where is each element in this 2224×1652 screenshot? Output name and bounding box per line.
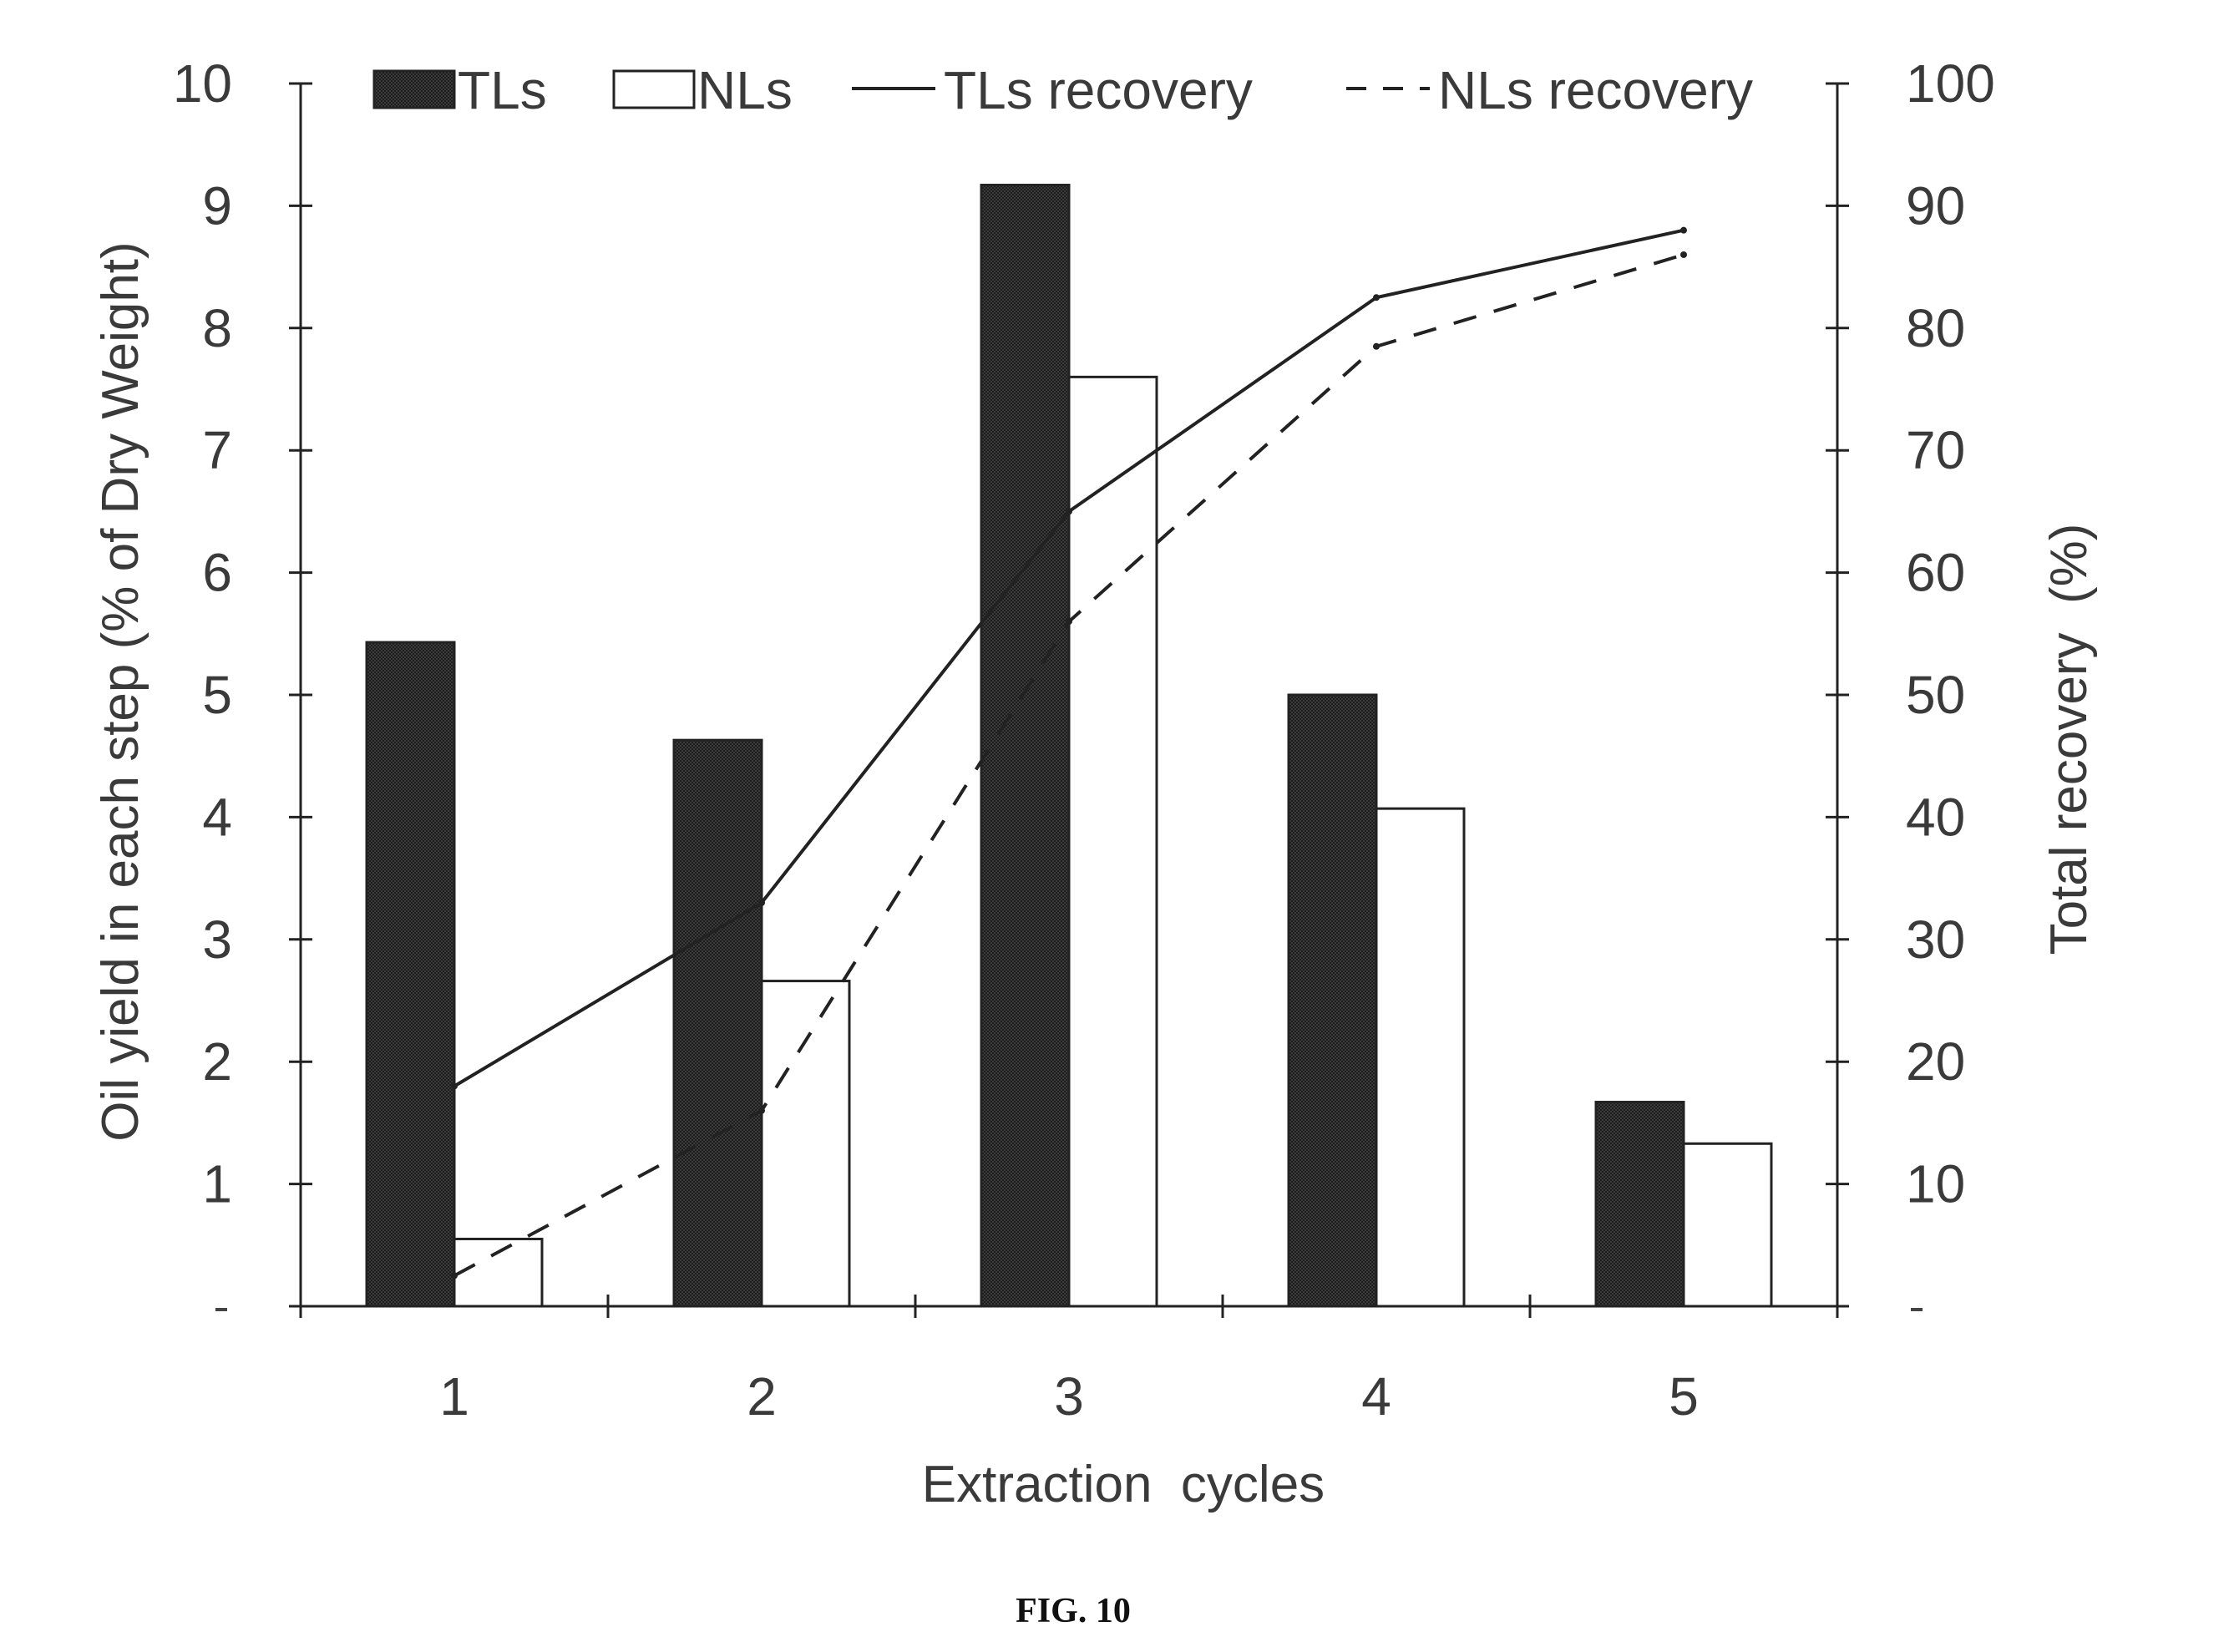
point-tls-recovery — [1373, 294, 1380, 301]
legend-label: TLs — [458, 60, 547, 120]
y2-axis-title: Total recovery (%) — [2040, 524, 2098, 955]
x-tick-label: 4 — [1361, 1366, 1391, 1426]
bar-nls — [1069, 377, 1157, 1306]
y2-tick-label: 40 — [1906, 787, 1965, 847]
legend: TLs NLs TLs recovery NLs recovery — [374, 60, 1753, 120]
point-tls-recovery — [1680, 227, 1687, 234]
y2-tick-label: 50 — [1906, 665, 1965, 725]
y-tick-label: 9 — [202, 175, 232, 236]
y-tick-label: 10 — [173, 53, 232, 114]
bar-nls — [454, 1239, 542, 1306]
point-tls-recovery — [758, 899, 765, 906]
legend-label: TLs recovery — [944, 60, 1253, 120]
x-axis-title: Extraction cycles — [922, 1456, 1325, 1513]
point-nls-recovery — [451, 1272, 458, 1279]
y-tick-label: 5 — [202, 665, 232, 725]
legend-swatch — [614, 71, 694, 108]
bar-nls — [762, 981, 849, 1306]
legend-label: NLs recovery — [1438, 60, 1753, 120]
legend-item-nls: NLs — [614, 60, 793, 120]
point-nls-recovery — [1373, 343, 1380, 350]
x-tick-label: 3 — [1054, 1366, 1084, 1426]
y2-tick-label: 90 — [1906, 175, 1965, 236]
bar-tls — [1289, 695, 1376, 1306]
bar-tls — [367, 642, 454, 1306]
y2-tick-label: 70 — [1906, 420, 1965, 480]
x-tick-label: 2 — [747, 1366, 777, 1426]
point-tls-recovery — [1066, 508, 1072, 514]
legend-label: NLs — [697, 60, 793, 120]
y2-tick-label: 20 — [1906, 1031, 1965, 1092]
bar-nls — [1376, 808, 1464, 1306]
y2-tick-label: 10 — [1906, 1154, 1965, 1214]
y2-tick-label: 80 — [1906, 298, 1965, 358]
point-tls-recovery — [451, 1082, 458, 1089]
legend-item-nls-recovery: NLs recovery — [1346, 60, 1753, 120]
bar-tls — [1596, 1102, 1684, 1306]
y2-tick-label: 30 — [1906, 910, 1965, 970]
point-nls-recovery — [758, 1107, 765, 1114]
y-tick-label: 4 — [202, 787, 232, 847]
y2-tick-label: 60 — [1906, 543, 1965, 603]
bar-nls — [1684, 1143, 1771, 1306]
y-tick-label: 6 — [202, 543, 232, 603]
y-axis-title: Oil yield in each step (% of Dry Weight) — [92, 241, 149, 1141]
figure-caption: FIG. 10 — [1016, 1592, 1131, 1630]
bar-tls — [674, 740, 762, 1306]
y-tick-label: 8 — [202, 298, 232, 358]
legend-swatch — [374, 71, 454, 108]
bar-tls — [981, 185, 1069, 1306]
x-tick-label: 1 — [439, 1366, 469, 1426]
y-tick-label: 7 — [202, 420, 232, 480]
y2-tick-label: 100 — [1906, 53, 1995, 114]
point-nls-recovery — [1680, 251, 1687, 258]
point-nls-recovery — [1066, 618, 1072, 625]
x-tick-label: 5 — [1669, 1366, 1699, 1426]
y-tick-label: 1 — [202, 1154, 232, 1214]
y-tick-label: 2 — [202, 1031, 232, 1092]
y-tick-label: 3 — [202, 910, 232, 970]
bars — [367, 185, 1771, 1306]
legend-item-tls: TLs — [374, 60, 547, 120]
legend-item-tls-recovery: TLs recovery — [852, 60, 1253, 120]
